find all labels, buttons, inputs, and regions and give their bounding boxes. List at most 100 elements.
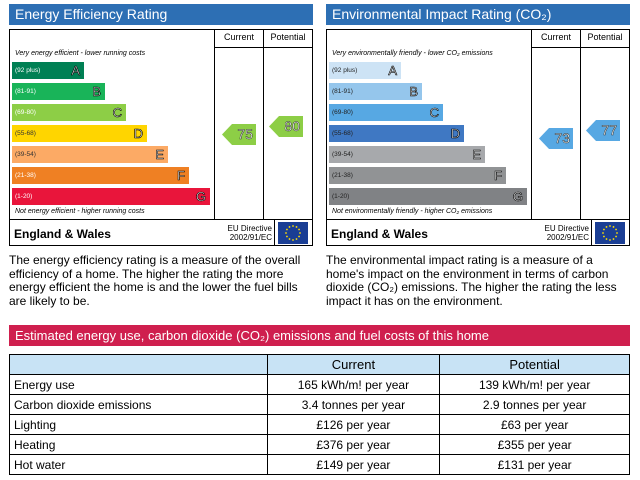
footer-line <box>327 219 629 220</box>
band-range-label: (21-38) <box>15 172 36 179</box>
top-note: Very environmentally friendly - lower CO… <box>332 50 493 57</box>
costs-header-potential: Potential <box>439 354 630 375</box>
column-separator <box>214 30 215 219</box>
band-letter: F <box>494 168 503 184</box>
band-a: (92 plus) A <box>329 62 401 79</box>
band-range-label: (92 plus) <box>15 67 41 74</box>
current-value: £126 per year <box>266 414 441 435</box>
current-rating-value: 73 <box>554 130 570 147</box>
eu-directive: EU Directive 2002/91/EC <box>533 224 589 242</box>
current-value: 165 kWh/m! per year <box>266 374 441 395</box>
band-c: (69-80) C <box>12 104 126 121</box>
region-label: England & Wales <box>331 227 428 241</box>
costs-header-current: Current <box>266 354 441 375</box>
band-letter: D <box>133 126 143 142</box>
table-row: Carbon dioxide emissions 3.4 tonnes per … <box>9 394 630 415</box>
band-range-label: (39-54) <box>15 151 36 158</box>
table-row: Lighting £126 per year £63 per year <box>9 414 630 435</box>
footer-separator <box>591 220 592 246</box>
current-column-header: Current <box>540 32 571 42</box>
current-value: 3.4 tonnes per year <box>266 394 441 415</box>
current-value: £376 per year <box>266 434 441 455</box>
row-label: Energy use <box>9 374 268 395</box>
potential-value: £355 per year <box>439 434 630 455</box>
environmental-impact-chart: Current Potential Very environmentally f… <box>326 29 630 246</box>
header-line <box>531 47 629 48</box>
band-letter: G <box>195 189 207 205</box>
environmental-impact-panel: Environmental Impact Rating (CO₂) Curren… <box>326 4 630 246</box>
eu-flag-icon <box>278 222 308 244</box>
band-a: (92 plus) A <box>12 62 84 79</box>
bottom-note: Not environmentally friendly - higher CO… <box>332 208 493 215</box>
top-note: Very energy efficient - lower running co… <box>15 50 146 57</box>
bottom-note: Not energy efficient - higher running co… <box>15 208 145 215</box>
band-d: (55-68) D <box>329 125 464 142</box>
environmental-impact-title: Environmental Impact Rating (CO₂) <box>326 4 630 25</box>
band-letter: F <box>177 168 186 184</box>
energy-efficiency-description: The energy efficiency rating is a measur… <box>9 253 301 308</box>
costs-table: Current Potential Energy use 165 kWh/m! … <box>9 354 630 475</box>
band-letter: C <box>429 105 439 121</box>
footer-separator <box>274 220 275 246</box>
row-label: Hot water <box>9 454 268 475</box>
costs-header-row: Current Potential <box>9 354 630 375</box>
potential-value: 2.9 tonnes per year <box>439 394 630 415</box>
band-range-label: (55-68) <box>332 130 353 137</box>
directive-line-2: 2002/91/EC <box>229 233 272 242</box>
eu-flag-icon <box>595 222 625 244</box>
potential-value: 139 kWh/m! per year <box>439 374 630 395</box>
band-letter: C <box>112 105 122 121</box>
energy-efficiency-chart: Current Potential Very energy efficient … <box>9 29 313 246</box>
band-b: (81-91) B <box>12 83 105 100</box>
directive-line-1: EU Directive <box>544 224 589 233</box>
current-rating-arrow: 75 <box>222 124 256 145</box>
region-label: England & Wales <box>14 227 111 241</box>
band-range-label: (81-91) <box>15 88 36 95</box>
energy-efficiency-title: Energy Efficiency Rating <box>9 4 313 25</box>
row-label: Heating <box>9 434 268 455</box>
table-row: Hot water £149 per year £131 per year <box>9 454 630 475</box>
band-d: (55-68) D <box>12 125 147 142</box>
current-column-header: Current <box>223 32 254 42</box>
band-e: (39-54) E <box>12 146 168 163</box>
footer-line <box>10 219 312 220</box>
current-value: £149 per year <box>266 454 441 475</box>
band-f: (21-38) F <box>329 167 506 184</box>
directive-line-2: 2002/91/EC <box>546 233 589 242</box>
table-row: Heating £376 per year £355 per year <box>9 434 630 455</box>
band-letter: E <box>472 147 481 163</box>
table-row: Energy use 165 kWh/m! per year 139 kWh/m… <box>9 374 630 395</box>
band-g: (1-20) G <box>329 188 527 205</box>
current-rating-arrow: 73 <box>539 128 573 149</box>
row-label: Lighting <box>9 414 268 435</box>
column-separator <box>580 30 581 219</box>
band-letter: A <box>388 63 397 79</box>
band-letter: A <box>71 63 80 79</box>
band-letter: B <box>92 84 101 100</box>
row-label: Carbon dioxide emissions <box>9 394 268 415</box>
band-c: (69-80) C <box>329 104 443 121</box>
band-letter: B <box>409 84 418 100</box>
potential-arrow-shape <box>586 120 620 141</box>
current-arrow-shape <box>539 128 573 149</box>
potential-rating-arrow: 77 <box>586 120 620 141</box>
potential-rating-arrow: 80 <box>269 116 303 137</box>
potential-column-header: Potential <box>270 32 306 42</box>
band-g: (1-20) G <box>12 188 210 205</box>
header-line <box>214 47 312 48</box>
environmental-impact-description: The environmental impact rating is a mea… <box>326 253 617 308</box>
potential-value: £131 per year <box>439 454 630 475</box>
eu-directive: EU Directive 2002/91/EC <box>216 224 272 242</box>
band-range-label: (69-80) <box>332 109 353 116</box>
potential-arrow-shape <box>269 116 303 137</box>
band-f: (21-38) F <box>12 167 189 184</box>
column-separator <box>263 30 264 219</box>
energy-efficiency-panel: Energy Efficiency Rating Current Potenti… <box>9 4 313 246</box>
band-letter: D <box>450 126 460 142</box>
potential-rating-value: 80 <box>284 118 300 135</box>
band-range-label: (81-91) <box>332 88 353 95</box>
costs-header-blank <box>9 354 268 375</box>
potential-value: £63 per year <box>439 414 630 435</box>
band-range-label: (1-20) <box>332 193 350 200</box>
current-arrow-shape <box>222 124 256 145</box>
